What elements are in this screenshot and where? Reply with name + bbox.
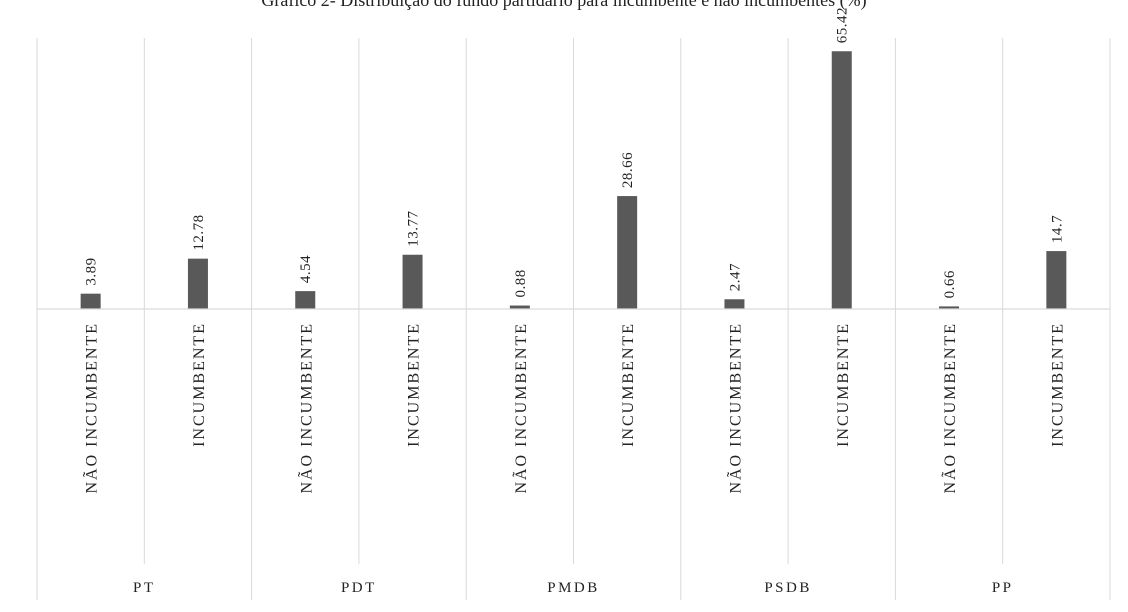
data-label: 4.54 — [298, 255, 314, 283]
bar-pmdb-nao-incumbente — [509, 305, 530, 309]
chart-title: Gráfico 2- Distribuição do fundo partidá… — [261, 0, 866, 11]
data-label: 12.78 — [191, 214, 207, 250]
data-label: 13.77 — [406, 210, 422, 246]
category-label: NÃO INCUMBENTE — [726, 322, 744, 494]
group-label-psdb: PSDB — [764, 580, 812, 596]
data-labels: 3.89 12.78 4.54 13.77 0.88 28.66 2.47 65.42 0.66… — [84, 7, 1066, 298]
category-label: INCUMBENTE — [191, 322, 208, 447]
group-label-pp: PP — [992, 580, 1014, 596]
bars — [80, 51, 1067, 309]
bar-psdb-incumbente — [831, 51, 852, 309]
bar-pt-nao-incumbente — [80, 293, 101, 309]
data-label: 0.66 — [942, 270, 958, 298]
bar-pp-nao-incumbente — [939, 306, 960, 309]
data-label: 65.42 — [835, 7, 851, 43]
group-label-pdt: PDT — [341, 580, 377, 596]
data-label: 3.89 — [84, 257, 100, 285]
bar-pdt-incumbente — [402, 254, 423, 309]
bar-pt-incumbente — [187, 258, 208, 309]
grid-lines — [36, 38, 1111, 600]
data-label: 28.66 — [620, 152, 636, 188]
data-label: 2.47 — [727, 263, 743, 291]
category-label: NÃO INCUMBENTE — [512, 322, 530, 494]
group-label-pmdb: PMDB — [547, 580, 600, 596]
category-label: INCUMBENTE — [620, 322, 637, 447]
category-label: INCUMBENTE — [406, 322, 423, 447]
data-label: 14.7 — [1049, 215, 1065, 243]
bar-pmdb-incumbente — [617, 196, 638, 309]
category-label: NÃO INCUMBENTE — [83, 322, 101, 494]
axis: PT NÃO INCUMBENTE INCUMBENTE PDT NÃO INCUMBE… — [37, 308, 1110, 596]
bar-psdb-nao-incumbente — [724, 299, 745, 309]
group-label-pt: PT — [133, 580, 156, 596]
category-label: NÃO INCUMBENTE — [297, 322, 315, 494]
bar-pdt-nao-incumbente — [295, 291, 316, 309]
bar-pp-incumbente — [1046, 251, 1067, 309]
category-label: NÃO INCUMBENTE — [941, 322, 959, 494]
category-label: INCUMBENTE — [1049, 322, 1066, 447]
data-label: 0.88 — [513, 269, 529, 297]
category-label: INCUMBENTE — [835, 322, 852, 447]
